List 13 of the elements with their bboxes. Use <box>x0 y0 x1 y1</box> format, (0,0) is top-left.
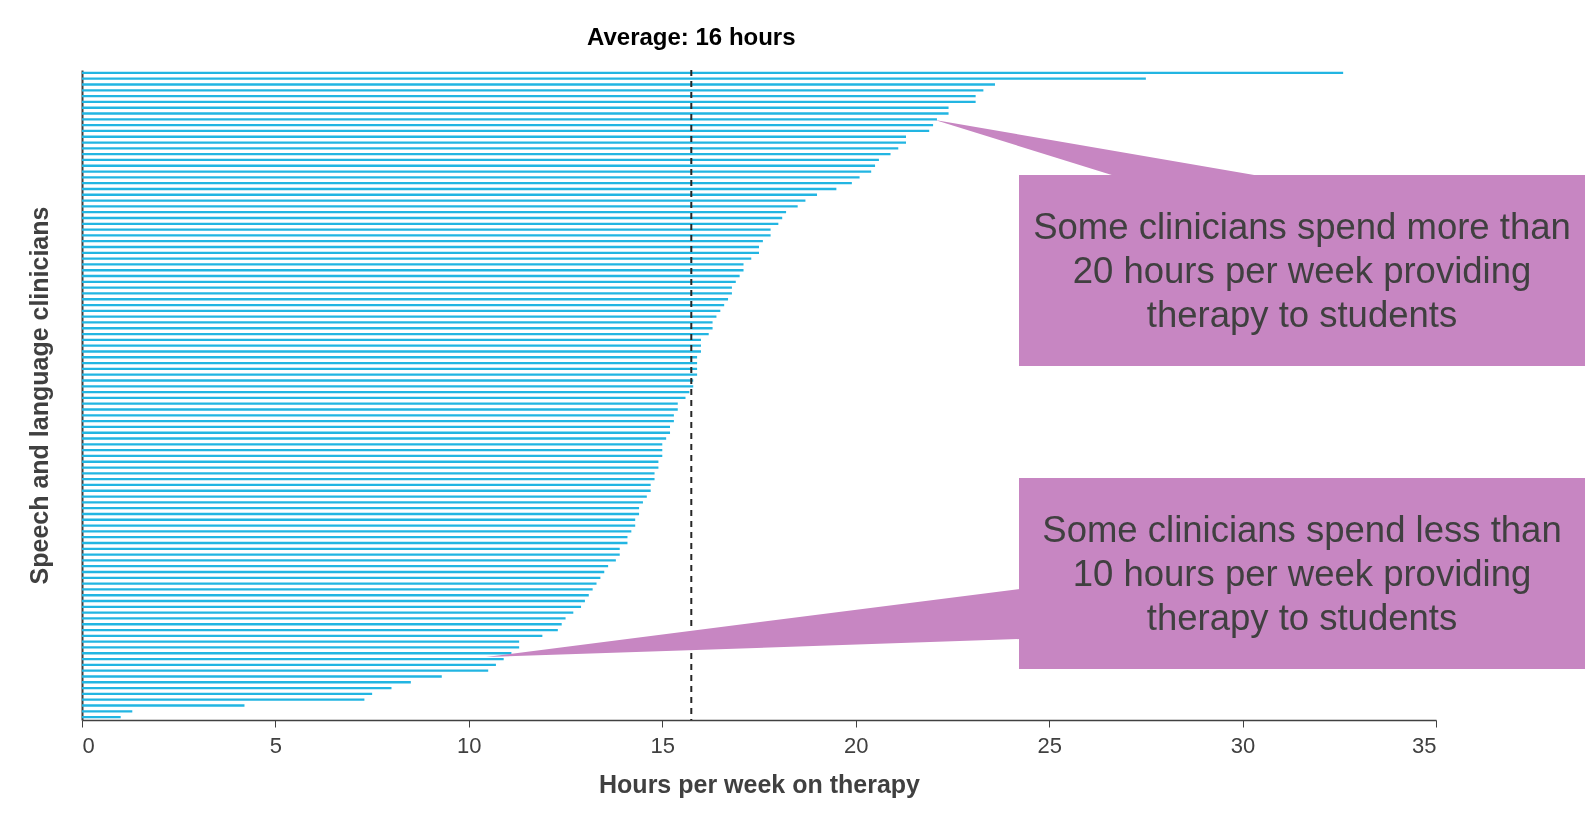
x-tick-label: 35 <box>1412 732 1437 758</box>
x-tick-label: 25 <box>1037 732 1062 758</box>
x-axis-title: Hours per week on therapy <box>599 769 921 798</box>
x-tick-label: 15 <box>650 732 676 758</box>
x-tick-label: 30 <box>1230 732 1256 758</box>
ref-line-label: Average: 16 hours <box>587 23 796 50</box>
x-tick-label: 5 <box>269 732 283 758</box>
x-tick-label: 10 <box>457 732 482 758</box>
x-tick-label: 0 <box>82 732 95 758</box>
x-tick-label: 20 <box>843 732 869 758</box>
annotation: Some clinicians spend less than 10 hours per week providing therapy to students <box>1019 478 1585 669</box>
annotation: Some clinicians spend more than 20 hours per week providing therapy to students <box>1019 175 1585 366</box>
y-axis-title: Speech and language clinicians <box>24 206 53 585</box>
